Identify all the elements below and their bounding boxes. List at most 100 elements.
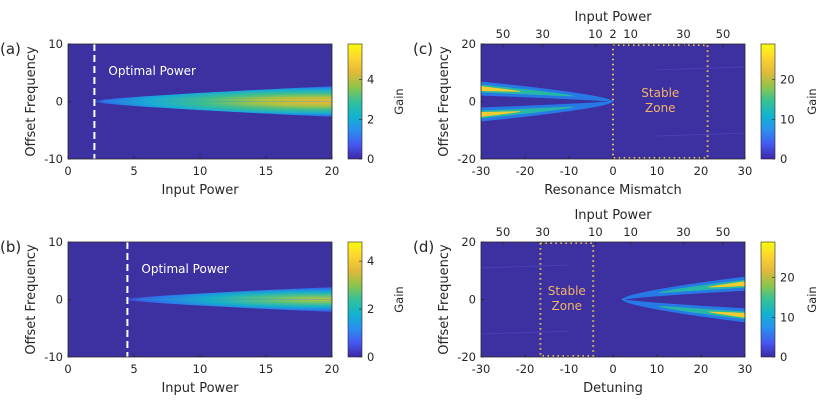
mask-upper [68, 44, 332, 102]
top-tick-label: 50 [716, 27, 731, 41]
colorbar [347, 43, 363, 160]
top-axis-label: Input Power [574, 10, 652, 25]
y-tick-label: 10 [48, 37, 63, 51]
stable-zone-label: Zone [552, 299, 583, 313]
mask-upper [68, 242, 332, 300]
panel-label: (c) [413, 40, 433, 58]
x-tick-label: -30 [472, 362, 491, 376]
colorbar-tick-label: 4 [367, 254, 374, 268]
top-tick-label: 10 [623, 27, 638, 41]
y-tick-label: 0 [469, 293, 476, 307]
x-tick-label: 0 [64, 164, 71, 178]
top-tick-label: 30 [676, 225, 691, 239]
upper-lobe-mid [658, 279, 745, 293]
panel-label: (d) [413, 238, 434, 256]
x-tick-label: 5 [130, 164, 137, 178]
optimal-power-label: Optimal Power [108, 64, 196, 78]
top-tick-label: 10 [623, 225, 638, 239]
colorbar-tick-label: 0 [367, 152, 374, 166]
colorbar-label: Gain [392, 286, 406, 312]
y-tick-label: 0 [469, 95, 476, 109]
y-tick-label: -20 [457, 152, 476, 166]
gain-region [481, 264, 745, 335]
stable-zone-label: Stable [641, 86, 679, 100]
gain-region [68, 44, 332, 159]
lower-lobe-mid [481, 106, 574, 119]
x-tick-label: -20 [516, 164, 535, 178]
gain-region [68, 242, 332, 357]
x-tick-label: 30 [738, 164, 753, 178]
x-tick-label: 20 [694, 362, 709, 376]
y-axis-label: Offset Frequency [24, 46, 39, 157]
optimal-power-label: Optimal Power [141, 262, 229, 276]
y-tick-label: 0 [56, 95, 63, 109]
colorbar-tick-label: 10 [780, 112, 795, 126]
x-axis-label: Input Power [161, 183, 239, 198]
y-tick-label: 10 [48, 235, 63, 249]
plot-background [481, 242, 745, 357]
lower-lobe-mid [658, 306, 745, 320]
x-tick-label: 0 [609, 164, 616, 178]
x-tick-label: 10 [193, 362, 208, 376]
upper-lobe-mid [481, 84, 574, 97]
colorbar-label: Gain [805, 88, 819, 114]
x-axis-label: Resonance Mismatch [544, 183, 682, 198]
x-tick-label: 30 [738, 362, 753, 376]
x-tick-label: 10 [650, 164, 665, 178]
stable-zone-box [539, 242, 595, 357]
mask-lower [68, 101, 332, 159]
colorbar-tick-label: 20 [780, 73, 795, 87]
top-tick-label: 30 [535, 27, 550, 41]
top-tick-label: 50 [496, 27, 511, 41]
top-tick-label: 2 [609, 27, 616, 41]
stable-zone-label: Stable [548, 284, 586, 298]
y-tick-label: 0 [56, 293, 63, 307]
panel-label: (b) [0, 238, 21, 256]
faint-streak [481, 330, 570, 335]
x-tick-label: 20 [325, 164, 340, 178]
x-tick-label: 0 [609, 362, 616, 376]
colorbar-tick-label: 0 [780, 152, 787, 166]
x-tick-label: 20 [325, 362, 340, 376]
x-axis-label: Input Power [161, 381, 239, 396]
gain-region [481, 66, 745, 137]
colorbar-tick-label: 2 [367, 302, 374, 316]
x-axis-label: Detuning [583, 381, 643, 396]
y-axis-label: Offset Frequency [437, 46, 452, 157]
x-tick-label: -30 [472, 164, 491, 178]
top-tick-label: 50 [716, 225, 731, 239]
y-tick-label: 20 [461, 37, 476, 51]
panel-label: (a) [0, 40, 21, 58]
colorbar [760, 43, 776, 160]
upper-lobe-core [481, 86, 521, 92]
mask-lower [68, 299, 332, 357]
y-tick-label: 20 [461, 235, 476, 249]
x-tick-label: 15 [259, 164, 274, 178]
colorbar-label: Gain [392, 88, 406, 114]
y-axis-label: Offset Frequency [437, 244, 452, 355]
x-tick-label: -20 [516, 362, 535, 376]
x-tick-label: -10 [560, 164, 579, 178]
lower-lobe-core [708, 311, 745, 318]
top-tick-label: 10 [588, 225, 603, 239]
top-axis-label: Input Power [574, 208, 652, 223]
stable-zone-label: Zone [645, 101, 676, 115]
x-tick-label: 0 [64, 362, 71, 376]
upper-lobe-core [708, 281, 745, 288]
x-tick-label: -10 [560, 362, 579, 376]
x-tick-label: 5 [130, 362, 137, 376]
colorbar-tick-label: 2 [367, 112, 374, 126]
colorbar [760, 241, 776, 358]
faint-streak [481, 264, 570, 269]
x-tick-label: 15 [259, 362, 274, 376]
y-tick-label: -10 [44, 152, 63, 166]
colorbar-tick-label: 10 [780, 310, 795, 324]
lower-lobe-core [481, 111, 521, 117]
top-tick-label: 30 [676, 27, 691, 41]
faint-streak [656, 66, 745, 71]
